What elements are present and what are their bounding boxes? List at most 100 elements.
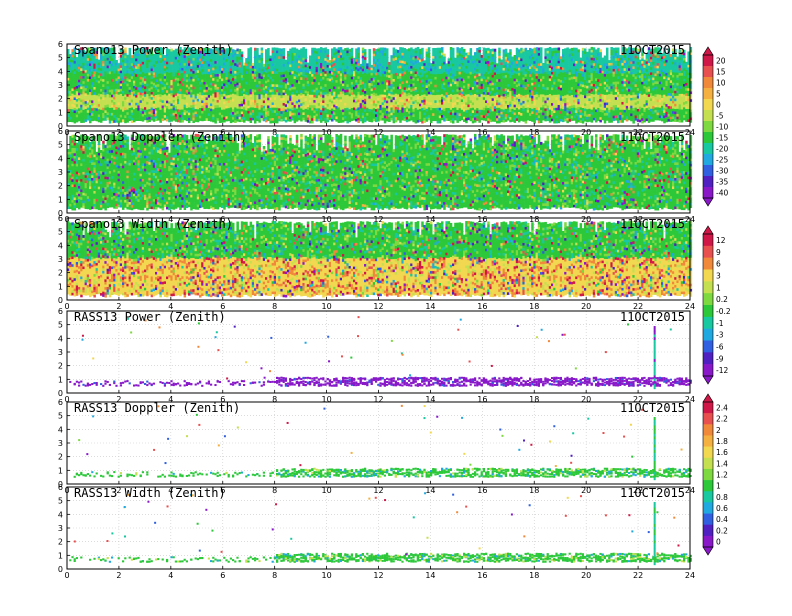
- heat-cell: [129, 113, 132, 116]
- heat-cell: [82, 58, 85, 61]
- heat-cell: [243, 104, 246, 107]
- heat-cell: [140, 103, 143, 106]
- heat-cell: [170, 88, 173, 91]
- heat-cell: [305, 85, 308, 88]
- heat-cell: [351, 63, 354, 66]
- heat-cell: [250, 63, 253, 66]
- heat-cell: [98, 75, 101, 78]
- heat-cell: [69, 65, 72, 68]
- heat-cell: [131, 86, 134, 89]
- heat-cell: [80, 84, 83, 87]
- heat-cell: [362, 50, 365, 53]
- heat-cell: [201, 77, 204, 80]
- heat-cell: [206, 71, 209, 74]
- heat-cell: [294, 47, 297, 50]
- heat-cell: [263, 111, 266, 114]
- heat-cell: [368, 101, 371, 104]
- heat-cell: [318, 90, 321, 93]
- panel-0: 0246810121416182022240123456Spano13 Powe…: [58, 40, 695, 137]
- heat-cell: [335, 69, 338, 72]
- heat-cell: [212, 57, 215, 60]
- heat-cell: [170, 98, 173, 101]
- heat-cell: [221, 89, 224, 92]
- heat-cell: [371, 104, 374, 107]
- heat-cell: [199, 108, 202, 111]
- heat-cell: [170, 59, 173, 62]
- heat-cell: [294, 73, 297, 76]
- heat-cell: [300, 64, 303, 67]
- heat-cell: [287, 106, 290, 109]
- heat-cell: [294, 86, 297, 89]
- heat-cell: [144, 73, 147, 76]
- heat-cell: [254, 113, 257, 116]
- heat-cell: [120, 75, 123, 78]
- heat-cell: [208, 58, 211, 61]
- heat-cell: [302, 63, 305, 66]
- heat-cell: [157, 76, 160, 79]
- heat-cell: [177, 101, 180, 104]
- heat-cell: [69, 62, 72, 65]
- heat-cell: [296, 80, 299, 83]
- heat-cell: [313, 108, 316, 111]
- heat-cell: [357, 112, 360, 115]
- heat-cell: [113, 73, 116, 76]
- heat-cell: [302, 86, 305, 89]
- heat-cell: [283, 103, 286, 106]
- heat-cell: [267, 110, 270, 113]
- heat-cell: [210, 72, 213, 75]
- heat-cell: [307, 99, 310, 102]
- heat-cell: [234, 50, 237, 53]
- heat-cell: [230, 76, 233, 79]
- heat-cell: [87, 79, 90, 82]
- heat-cell: [71, 109, 74, 112]
- heat-cell: [177, 60, 180, 63]
- heat-cell: [265, 114, 268, 117]
- heat-cell: [118, 76, 121, 79]
- heat-cell: [349, 119, 352, 122]
- heat-cell: [219, 120, 222, 123]
- heat-cell: [307, 78, 310, 81]
- heat-cell: [199, 115, 202, 118]
- heat-cell: [118, 118, 121, 121]
- heat-cell: [305, 106, 308, 109]
- heat-cell: [91, 90, 94, 93]
- heat-cell: [230, 63, 233, 66]
- heat-cell: [333, 91, 336, 94]
- heat-cell: [129, 95, 132, 98]
- heat-cell: [318, 48, 321, 51]
- heat-cell: [102, 118, 105, 121]
- heat-cell: [287, 69, 290, 72]
- heat-cell: [355, 87, 358, 90]
- heat-cell: [148, 59, 151, 62]
- heat-cell: [311, 110, 314, 113]
- heat-cell: [98, 114, 101, 117]
- heat-cell: [162, 74, 165, 77]
- heat-cell: [360, 103, 363, 106]
- heat-cell: [353, 81, 356, 84]
- heat-cell: [261, 115, 264, 118]
- heat-cell: [320, 117, 323, 120]
- heat-cell: [212, 83, 215, 86]
- heat-cell: [335, 49, 338, 52]
- heat-cell: [245, 84, 248, 87]
- heat-cell: [89, 81, 92, 84]
- heat-cell: [366, 115, 369, 118]
- heat-cell: [219, 89, 222, 92]
- heat-cell: [375, 91, 378, 94]
- heat-cell: [159, 68, 162, 71]
- heat-cell: [371, 78, 374, 81]
- heat-cell: [69, 114, 72, 117]
- heat-cell: [261, 105, 264, 108]
- heat-cell: [280, 98, 283, 101]
- heat-cell: [118, 71, 121, 74]
- heat-cell: [267, 58, 270, 61]
- heat-cell: [379, 60, 382, 63]
- heat-cell: [377, 108, 380, 111]
- heat-cell: [104, 107, 107, 110]
- heat-cell: [278, 95, 281, 98]
- heat-cell: [197, 83, 200, 86]
- heat-cell: [261, 53, 264, 56]
- heat-cell: [80, 99, 83, 102]
- heat-cell: [159, 70, 162, 73]
- heat-cell: [159, 94, 162, 97]
